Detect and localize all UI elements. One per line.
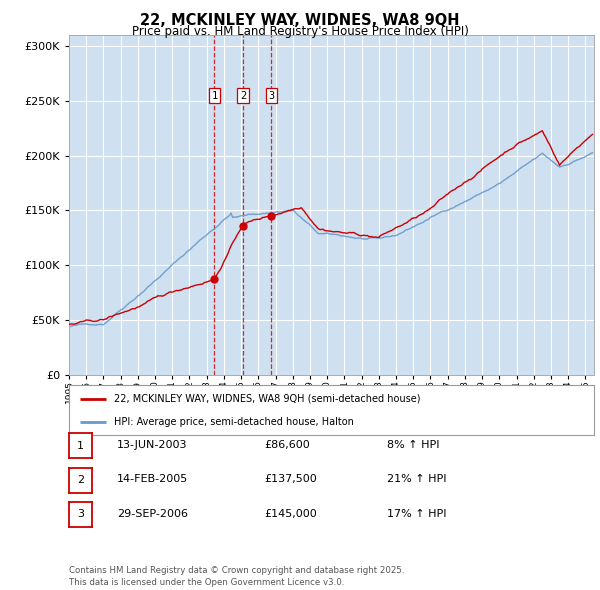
Text: 21% ↑ HPI: 21% ↑ HPI: [387, 474, 446, 484]
Text: 3: 3: [268, 91, 274, 100]
Text: 13-JUN-2003: 13-JUN-2003: [117, 440, 187, 450]
Text: 22, MCKINLEY WAY, WIDNES, WA8 9QH: 22, MCKINLEY WAY, WIDNES, WA8 9QH: [140, 13, 460, 28]
Text: HPI: Average price, semi-detached house, Halton: HPI: Average price, semi-detached house,…: [113, 417, 353, 427]
Text: 3: 3: [77, 509, 84, 519]
Text: 1: 1: [77, 441, 84, 451]
Text: 29-SEP-2006: 29-SEP-2006: [117, 509, 188, 519]
Text: Price paid vs. HM Land Registry's House Price Index (HPI): Price paid vs. HM Land Registry's House …: [131, 25, 469, 38]
Text: £145,000: £145,000: [264, 509, 317, 519]
Text: 1: 1: [211, 91, 218, 100]
Text: 2: 2: [240, 91, 247, 100]
Text: 22, MCKINLEY WAY, WIDNES, WA8 9QH (semi-detached house): 22, MCKINLEY WAY, WIDNES, WA8 9QH (semi-…: [113, 394, 420, 404]
Text: Contains HM Land Registry data © Crown copyright and database right 2025.
This d: Contains HM Land Registry data © Crown c…: [69, 566, 404, 587]
Text: 14-FEB-2005: 14-FEB-2005: [117, 474, 188, 484]
Text: 2: 2: [77, 475, 84, 485]
Text: £137,500: £137,500: [264, 474, 317, 484]
Text: 17% ↑ HPI: 17% ↑ HPI: [387, 509, 446, 519]
Text: 8% ↑ HPI: 8% ↑ HPI: [387, 440, 439, 450]
Text: £86,600: £86,600: [264, 440, 310, 450]
